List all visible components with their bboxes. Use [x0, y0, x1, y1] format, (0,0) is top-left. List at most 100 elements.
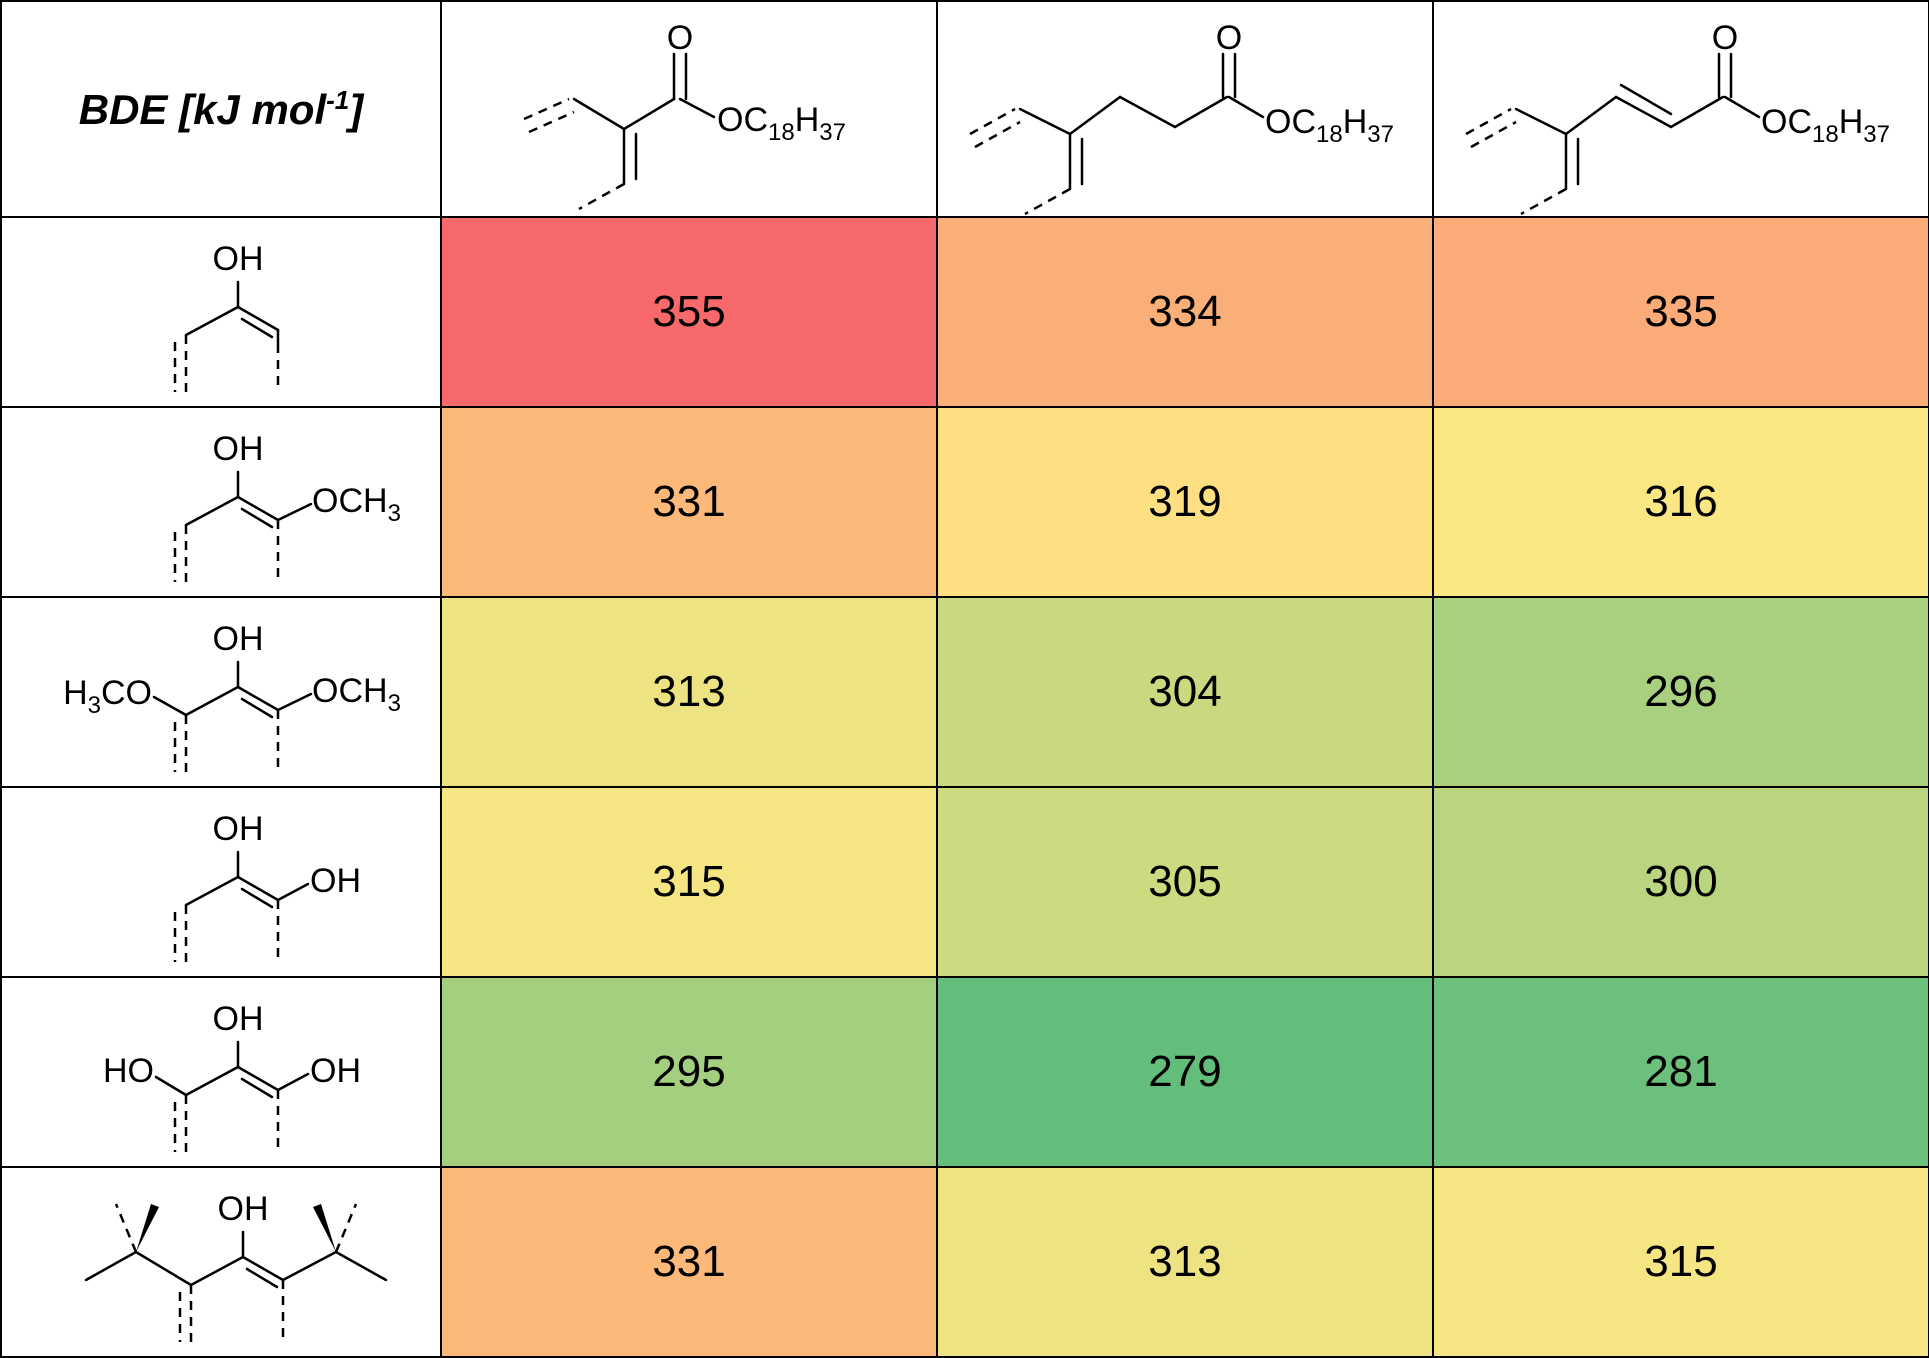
hydroxyl-label: OH	[218, 1190, 269, 1228]
hydroxyl-right-label: OH	[310, 862, 361, 900]
table-cell: 316	[1432, 406, 1929, 598]
table-title: BDE [kJ mol-1]	[78, 84, 364, 133]
hashed-bond	[114, 1203, 138, 1253]
bond	[622, 97, 676, 131]
dashed-bond	[523, 97, 570, 121]
table-cell: 334	[936, 216, 1434, 408]
bond	[184, 495, 240, 527]
hydroxyl-right-label: OH	[310, 1052, 361, 1090]
table-cell: 313	[936, 1166, 1434, 1358]
carbonyl-oxygen-label: O	[1216, 19, 1242, 57]
bond	[276, 1072, 310, 1092]
table-row: OH 355 334 335	[0, 216, 1929, 408]
row-structure-catechol: OH OH	[0, 786, 442, 978]
cell-value: 279	[1148, 1047, 1222, 1096]
structure-pentenoate-ester: O OC18H37	[1465, 19, 1890, 215]
cell-value: 315	[652, 857, 726, 906]
cell-value: 296	[1644, 667, 1718, 716]
table-row: OH OCH3 331 319 316	[0, 406, 1929, 598]
structure-pyrogallol: OH HO OH	[103, 1000, 361, 1152]
bond	[184, 875, 240, 907]
wedge-bond	[313, 1204, 336, 1252]
methoxy-left-label: H3CO	[63, 674, 152, 719]
bond	[236, 875, 280, 902]
cell-value: 331	[652, 477, 726, 526]
row-structure-pyrogallol: OH HO OH	[0, 976, 442, 1168]
structure-di-tert-butylphenol: OH	[84, 1190, 388, 1342]
bond	[276, 882, 310, 902]
carbonyl-oxygen-label: O	[1712, 19, 1738, 57]
carbonyl-oxygen-label: O	[667, 19, 693, 57]
cell-value: 315	[1644, 1237, 1718, 1286]
dashed-bond	[578, 182, 625, 211]
hydroxyl-label: OH	[213, 430, 264, 468]
table-cell: 355	[440, 216, 938, 408]
dashed-bond	[1465, 107, 1512, 136]
hydroxyl-label: OH	[213, 810, 264, 848]
dashed-bond	[974, 120, 1021, 149]
bond	[236, 685, 280, 712]
bond	[152, 695, 188, 717]
table-row: OH 331 313 315	[0, 1166, 1929, 1358]
table-row: OH H3CO OCH3 313 304 296	[0, 596, 1929, 788]
bond	[1564, 95, 1618, 136]
bond	[240, 507, 274, 529]
table-cell: 305	[936, 786, 1434, 978]
structure-guaiacol: OH OCH3	[173, 430, 401, 582]
cell-value: 313	[1148, 1237, 1222, 1286]
table-cell: 279	[936, 976, 1434, 1168]
cell-value: 355	[652, 287, 726, 336]
table-cell: 300	[1432, 786, 1929, 978]
structure-acrylate-ester: O OC18H37	[523, 19, 846, 211]
bond	[134, 1250, 193, 1287]
header-row: BDE [kJ mol-1] O OC18H37	[0, 0, 1929, 218]
row-structure-phenol: OH	[0, 216, 442, 408]
table-cell: 331	[440, 1166, 938, 1358]
ester-label: OC18H37	[1265, 103, 1394, 148]
structure-phenol: OH	[173, 240, 280, 392]
bond	[240, 697, 274, 719]
structure-propanoate-ester: O OC18H37	[969, 19, 1394, 215]
bond	[189, 1255, 245, 1287]
cell-value: 304	[1148, 667, 1222, 716]
bond	[1723, 95, 1761, 119]
dashed-bond	[1520, 187, 1567, 215]
bond	[236, 1065, 280, 1092]
hydroxyl-label: OH	[213, 1000, 264, 1038]
wedge-bond	[136, 1204, 159, 1252]
dashed-bond	[528, 110, 575, 134]
bond	[334, 1250, 388, 1282]
cell-value: 319	[1148, 477, 1222, 526]
bond	[281, 1250, 338, 1282]
bond	[184, 1065, 240, 1097]
table-row: OH HO OH 295 279 281	[0, 976, 1929, 1168]
table-cell: 315	[440, 786, 938, 978]
cell-value: 313	[652, 667, 726, 716]
bond	[1173, 95, 1229, 129]
hashed-bond	[334, 1203, 358, 1253]
bond	[241, 1255, 285, 1282]
methoxy-label: OCH3	[312, 482, 401, 527]
ester-label: OC18H37	[1761, 103, 1890, 148]
cell-value: 331	[652, 1237, 726, 1286]
row-structure-di-tert-butylphenol: OH	[0, 1166, 442, 1358]
bond	[1614, 95, 1673, 129]
dashed-bond	[969, 107, 1016, 136]
structure-syringol: OH H3CO OCH3	[63, 620, 401, 772]
methoxy-right-label: OCH3	[312, 672, 401, 717]
column-header-structure-2: O OC18H37	[936, 0, 1434, 218]
cell-value: 300	[1644, 857, 1718, 906]
dashed-bond	[1470, 120, 1517, 149]
cell-value: 335	[1644, 287, 1718, 336]
table-cell: 331	[440, 406, 938, 598]
bond	[154, 1075, 188, 1097]
column-header-structure-1: O OC18H37	[440, 0, 938, 218]
hydroxyl-left-label: HO	[103, 1052, 154, 1090]
table-cell: 304	[936, 596, 1434, 788]
table-cell: 335	[1432, 216, 1929, 408]
bond	[1669, 95, 1725, 129]
table-cell: 315	[1432, 1166, 1929, 1358]
cell-value: 316	[1644, 477, 1718, 526]
hydroxyl-label: OH	[213, 620, 264, 658]
